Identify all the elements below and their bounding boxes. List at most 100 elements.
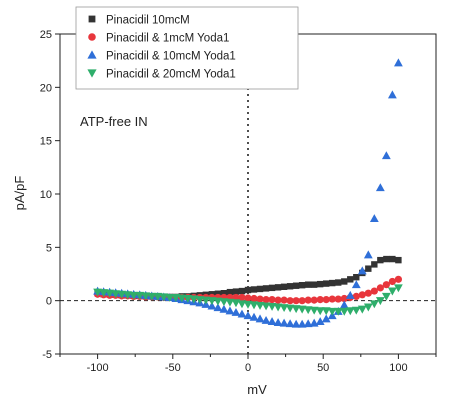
data-point bbox=[394, 275, 402, 283]
data-point bbox=[285, 319, 295, 328]
data-point bbox=[328, 295, 336, 303]
data-point bbox=[250, 286, 258, 293]
data-point bbox=[377, 256, 384, 264]
data-point bbox=[141, 292, 151, 301]
data-point bbox=[298, 282, 306, 289]
data-point bbox=[189, 295, 199, 304]
x-axis-label: mV bbox=[247, 382, 267, 397]
data-point bbox=[304, 281, 312, 288]
data-point bbox=[291, 319, 301, 328]
data-point bbox=[292, 282, 300, 289]
legend-box bbox=[75, 6, 299, 90]
data-point bbox=[335, 279, 342, 286]
data-point bbox=[351, 280, 361, 289]
data-point bbox=[345, 290, 355, 299]
data-point bbox=[394, 284, 403, 293]
data-point bbox=[220, 290, 228, 297]
data-point bbox=[387, 90, 397, 99]
data-point bbox=[303, 306, 313, 315]
data-point bbox=[231, 308, 241, 316]
data-point bbox=[352, 292, 360, 300]
data-point bbox=[358, 291, 366, 299]
data-point bbox=[273, 303, 283, 312]
data-point bbox=[363, 250, 373, 259]
data-point bbox=[381, 151, 391, 160]
data-point bbox=[304, 296, 312, 304]
legend-entry: Pinacidil & 10mcM Yoda1 bbox=[87, 50, 236, 63]
data-point bbox=[345, 307, 355, 316]
data-point bbox=[261, 302, 271, 311]
data-point bbox=[327, 307, 337, 316]
data-point bbox=[232, 293, 240, 302]
data-point bbox=[322, 296, 330, 304]
data-point bbox=[316, 296, 324, 304]
chart-annotation: ATP-free IN bbox=[80, 114, 148, 129]
data-point bbox=[238, 287, 246, 295]
data-point bbox=[237, 300, 247, 309]
data-point bbox=[303, 319, 313, 328]
data-point bbox=[365, 265, 372, 272]
data-point bbox=[389, 255, 396, 263]
data-point bbox=[388, 277, 396, 286]
data-point bbox=[195, 296, 205, 304]
data-point bbox=[292, 297, 300, 305]
data-point bbox=[310, 296, 318, 304]
x-tick-label: -100 bbox=[87, 362, 109, 374]
data-point bbox=[250, 294, 258, 303]
legend-entry: Pinacidil & 1mcM Yoda1 bbox=[88, 33, 229, 45]
data-point bbox=[274, 296, 282, 304]
legend: Pinacidil 10mcM Pinacidil & 1mcM Yoda1 Pin… bbox=[75, 6, 299, 90]
data-point bbox=[255, 314, 265, 323]
y-tick-label: 15 bbox=[40, 136, 52, 148]
data-point bbox=[370, 287, 378, 295]
data-point bbox=[249, 312, 259, 321]
data-point bbox=[375, 183, 385, 192]
data-point bbox=[357, 266, 367, 275]
y-tick-label: -5 bbox=[42, 349, 52, 361]
data-point bbox=[387, 287, 397, 296]
data-point bbox=[382, 281, 390, 289]
data-point bbox=[315, 307, 325, 316]
data-point bbox=[376, 284, 384, 292]
data-point bbox=[237, 309, 247, 318]
data-point bbox=[375, 297, 385, 306]
y-axis-label: pA/pF bbox=[12, 176, 27, 211]
data-point bbox=[334, 295, 342, 303]
data-point bbox=[297, 319, 307, 328]
y-tick-label: 5 bbox=[46, 242, 52, 254]
data-point bbox=[219, 298, 229, 307]
data-point bbox=[363, 303, 373, 312]
data-point bbox=[280, 283, 288, 290]
data-point bbox=[321, 314, 331, 323]
legend-label: Pinacidil & 1mcM Yoda1 bbox=[106, 33, 229, 45]
data-point bbox=[369, 300, 379, 309]
data-point bbox=[177, 294, 187, 303]
x-tick-label: 0 bbox=[245, 362, 251, 374]
data-point bbox=[371, 261, 378, 268]
data-point bbox=[286, 283, 294, 290]
data-point bbox=[310, 281, 318, 288]
data-point bbox=[201, 296, 211, 305]
data-point bbox=[225, 298, 235, 307]
data-point bbox=[99, 289, 109, 298]
data-point bbox=[262, 285, 270, 292]
data-point bbox=[286, 297, 294, 305]
data-point bbox=[213, 297, 223, 306]
legend-marker bbox=[87, 69, 97, 78]
legend-entry: Pinacidil & 20mcM Yoda1 bbox=[87, 69, 236, 81]
legend-marker bbox=[88, 15, 96, 23]
data-point bbox=[243, 311, 253, 320]
data-point bbox=[262, 296, 270, 304]
data-point bbox=[238, 293, 246, 302]
data-point bbox=[214, 290, 222, 297]
data-point bbox=[315, 317, 325, 325]
data-point bbox=[369, 214, 379, 223]
data-point bbox=[244, 286, 252, 294]
data-point bbox=[309, 306, 319, 315]
data-point bbox=[129, 291, 139, 300]
data-point bbox=[256, 295, 264, 303]
y-tick-label: 25 bbox=[40, 29, 52, 41]
y-tick-label: 20 bbox=[40, 82, 52, 94]
